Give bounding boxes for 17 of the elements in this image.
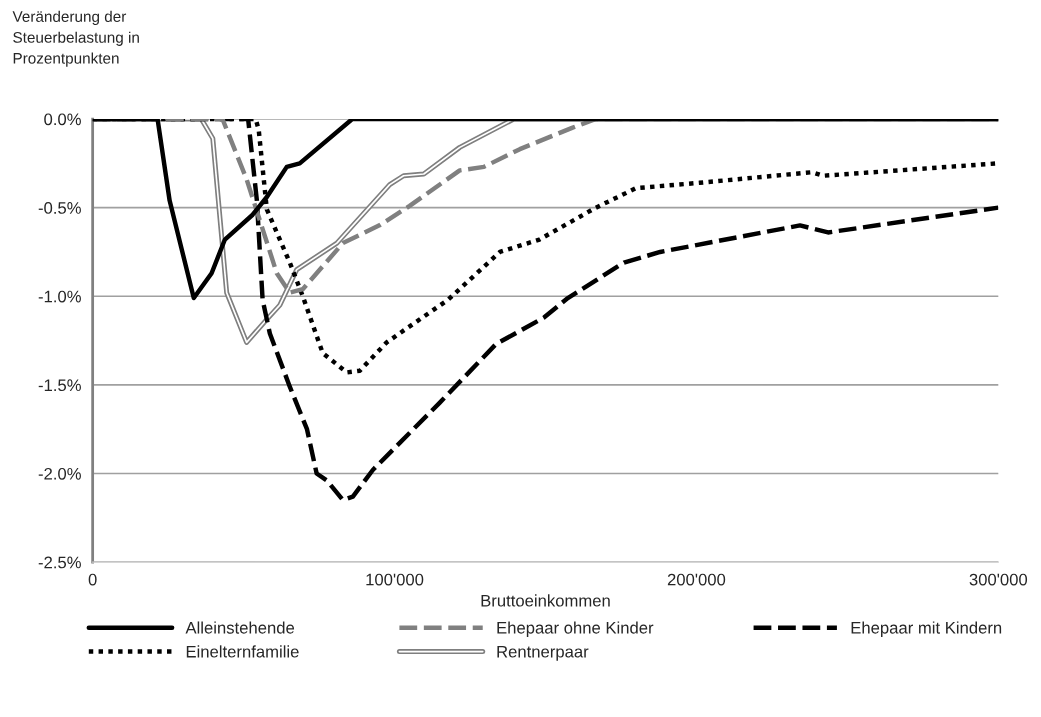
y-axis-title: Veränderung der Steuerbelastung in Prozentpunkten — [12, 10, 139, 67]
legend-label: Alleinstehende — [185, 621, 295, 634]
x-tick-label: 300'000 — [969, 573, 1028, 586]
x-tick-label: 0 — [88, 573, 97, 586]
y-tick-label: 0.0% — [44, 113, 81, 126]
y-tick-label: -1.5% — [38, 379, 81, 392]
x-axis-title: Bruttoeinkommen — [481, 594, 610, 607]
legend-label: Rentnerpaar — [497, 645, 589, 661]
y-tick-label: -0.5% — [38, 202, 81, 214]
legend-label: Einelternfamilie — [186, 645, 299, 658]
legend-label: Ehepaar mit Kindern — [851, 621, 1002, 637]
x-tick-label: 100'000 — [366, 573, 424, 586]
y-tick-label: -1.0% — [38, 290, 81, 303]
y-tick-label: -2.5% — [38, 556, 81, 569]
y-tick-label: -2.0% — [38, 467, 81, 480]
legend-label: Ehepaar ohne Kinder — [497, 621, 654, 637]
x-tick-label: 200'000 — [667, 573, 726, 586]
